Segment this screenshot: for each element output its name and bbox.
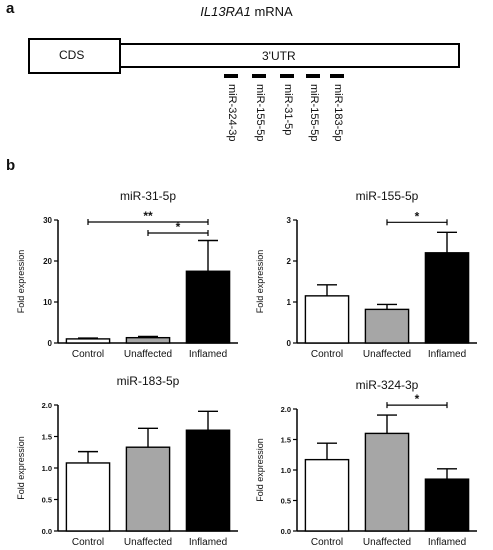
c1-xtick-label-2: Inflamed [428, 349, 466, 360]
c2-ytick-label-4: 2.0 [42, 401, 52, 410]
c1-xtick-label-1: Unaffected [363, 349, 411, 360]
panel-a-letter: a [6, 0, 15, 17]
c3-bar-2 [424, 478, 470, 532]
c0-xtick-label-0: Control [72, 349, 104, 360]
c2-bar-1 [125, 446, 171, 532]
c0-bar-0 [65, 338, 111, 344]
gene-name: IL13RA1 [200, 4, 251, 19]
site-mark-2 [252, 74, 266, 78]
c0-ytick-label-1: 10 [43, 298, 52, 307]
c3-xtick-label-0: Control [311, 537, 343, 548]
c1-sig-label-0: * [415, 209, 420, 223]
c3-xtick-label-1: Unaffected [363, 537, 411, 548]
chart-mir-31-5p: miR-31-5p Fold expression 0 10 20 30 Control Un… [16, 189, 238, 360]
cds-box [28, 38, 121, 74]
c2-ytick-label-1: 0.5 [42, 496, 52, 505]
chart-mir-155-5p: miR-155-5p Fold expression 0 1 2 3 Control Unaf… [255, 189, 477, 360]
chart-mir-324-3p: miR-324-3p Fold expression 0.0 0.5 1.0 1.5 2.0… [255, 378, 477, 548]
c2-xtick-label-0: Control [72, 537, 104, 548]
c3-bar-0 [304, 458, 350, 532]
c3-xtick-label-2: Inflamed [428, 537, 466, 548]
mrna-title: IL13RA1 mRNA [0, 4, 493, 19]
c0-ytick-label-3: 30 [43, 216, 52, 225]
c1-ytick-label-3: 3 [287, 216, 292, 225]
c1-bar-0 [304, 295, 350, 344]
c0-ytick-label-0: 0 [48, 339, 53, 348]
c3-bar-1 [364, 432, 410, 532]
c3-ylabel: Fold expression [255, 438, 265, 502]
c2-ytick-label-0: 0.0 [42, 527, 52, 536]
c2-ylabel: Fold expression [16, 436, 26, 500]
c2-bar-0 [65, 462, 111, 532]
c0-title: miR-31-5p [120, 189, 176, 203]
c2-ytick-label-2: 1.0 [42, 464, 52, 473]
c3-title: miR-324-3p [356, 378, 419, 392]
c3-ytick-label-3: 1.5 [281, 436, 291, 445]
c0-ylabel: Fold expression [16, 250, 26, 314]
c1-bar-1 [364, 308, 410, 344]
utr-box [117, 43, 460, 68]
c2-title: miR-183-5p [117, 374, 180, 388]
c1-ytick-label-1: 1 [287, 298, 292, 307]
c2-xtick-label-2: Inflamed [189, 537, 227, 548]
c1-bar-2 [424, 252, 470, 344]
c1-ylabel: Fold expression [255, 250, 265, 314]
panel-b-letter: b [6, 157, 16, 174]
c0-sig-label-0: ** [143, 209, 153, 223]
site-mark-5 [330, 74, 344, 78]
c1-title: miR-155-5p [356, 189, 419, 203]
site-mark-4 [306, 74, 320, 78]
c0-sig-label-1: * [176, 220, 181, 234]
mrna-suffix: mRNA [250, 4, 293, 19]
c1-ytick-label-0: 0 [287, 339, 292, 348]
c3-ytick-label-4: 2.0 [281, 405, 291, 414]
site-mark-3 [280, 74, 294, 78]
c3-sig-label-0: * [415, 392, 420, 406]
utr-label: 3'UTR [262, 49, 296, 63]
c3-ytick-label-2: 1.0 [281, 466, 291, 475]
c0-bar-2 [185, 270, 231, 344]
c0-ytick-label-2: 20 [43, 257, 52, 266]
c1-ytick-label-2: 2 [287, 257, 292, 266]
c3-ytick-label-1: 0.5 [281, 497, 291, 506]
c2-bar-2 [185, 429, 231, 532]
c2-xtick-label-1: Unaffected [124, 537, 172, 548]
c3-ytick-label-0: 0.0 [281, 527, 291, 536]
c0-xtick-label-1: Unaffected [124, 349, 172, 360]
c0-xtick-label-2: Inflamed [189, 349, 227, 360]
c0-bar-1 [125, 336, 171, 344]
c2-ytick-label-3: 1.5 [42, 433, 52, 442]
cds-label: CDS [59, 48, 85, 62]
chart-mir-183-5p: miR-183-5p Fold expression 0.0 0.5 1.0 1.5 2.0… [16, 374, 238, 548]
c1-xtick-label-0: Control [311, 349, 343, 360]
site-mark-1 [224, 74, 238, 78]
